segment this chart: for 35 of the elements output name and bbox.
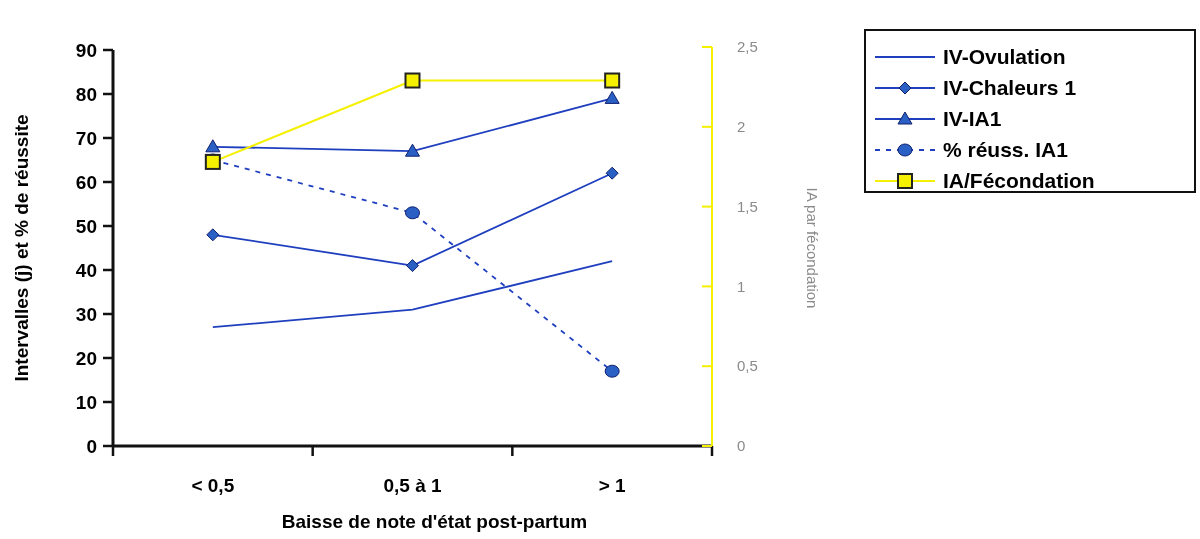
y-tick-label: 40	[75, 259, 97, 281]
y2-tick-label: 1	[737, 277, 746, 295]
x-axis-title: Baisse de note d'état post-partum	[281, 511, 588, 532]
y-axis-title: Intervalles (j) et % de réussite	[11, 114, 32, 382]
x-tick-label: 0,5 à 1	[383, 475, 442, 496]
point	[206, 228, 220, 242]
y-tick-label: 50	[75, 215, 97, 237]
y2-tick-label: 0	[737, 437, 746, 455]
y-tick-label: 10	[75, 391, 97, 413]
y-tick-label: 70	[75, 127, 97, 149]
point	[406, 259, 419, 273]
legend-label: % réuss. IA1	[943, 138, 1069, 162]
y-tick-label: 30	[75, 303, 97, 325]
y2-tick-label: 2,5	[737, 38, 758, 56]
y-tick-label: 0	[86, 435, 97, 457]
point	[405, 143, 420, 157]
point	[604, 90, 620, 104]
point	[605, 166, 619, 180]
legend-label: IV-Ovulation	[943, 45, 1066, 69]
x-tick-label: > 1	[598, 475, 627, 496]
point	[205, 139, 221, 153]
legend-label: IA/Fécondation	[943, 169, 1095, 193]
legend-label: IV-Chaleurs 1	[943, 76, 1077, 100]
y2-tick-label: 0,5	[737, 357, 758, 375]
point	[604, 364, 620, 378]
legend-label: IV-IA1	[943, 107, 1002, 131]
y-tick-label: 20	[75, 347, 97, 369]
x-tick-label: < 0,5	[191, 475, 235, 496]
point	[405, 206, 420, 220]
y2-tick-label: 1,5	[737, 197, 758, 215]
y2-axis-title: IA par fécondation	[804, 187, 821, 309]
y-tick-label: 60	[75, 171, 97, 193]
y-tick-label: 90	[75, 39, 97, 61]
y-tick-label: 80	[75, 83, 97, 105]
y2-tick-label: 2	[737, 118, 746, 136]
